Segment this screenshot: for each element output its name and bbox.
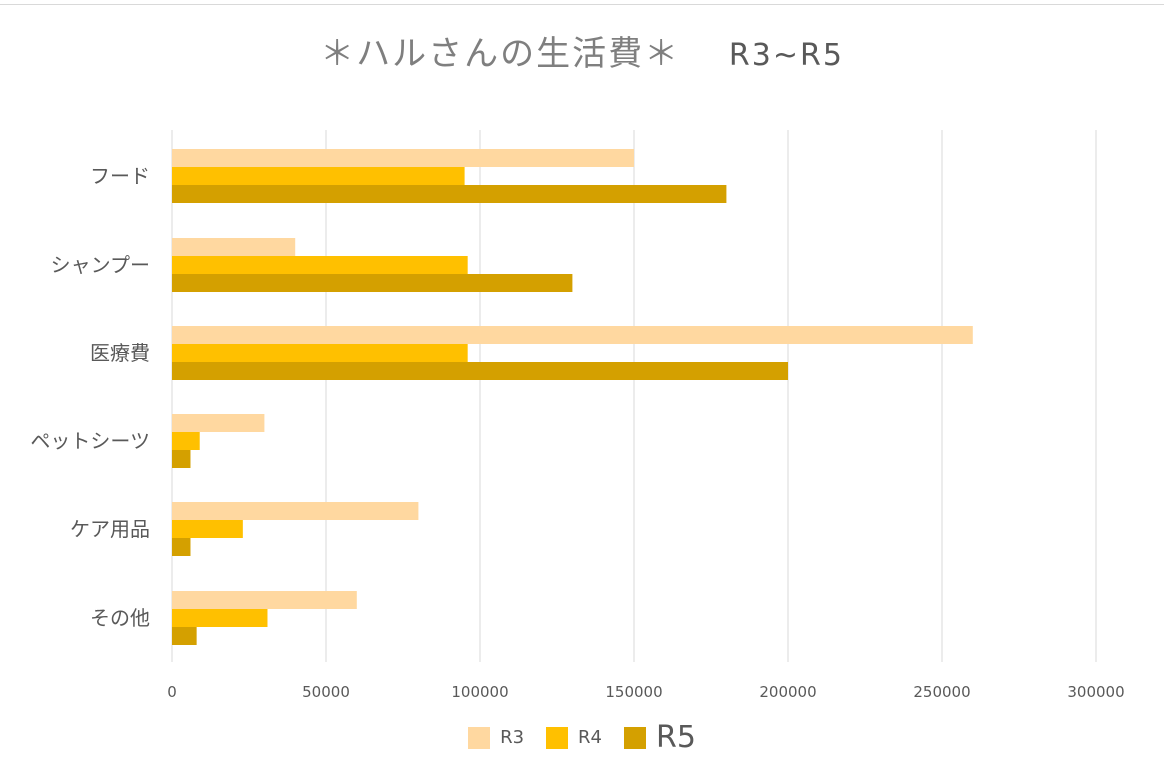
bar-r5-4 [172, 538, 191, 556]
legend-swatch-r4 [546, 726, 569, 749]
category-label-0: フード [90, 164, 150, 188]
bar-r4-1 [172, 256, 468, 274]
category-label-1: シャンプー [51, 253, 150, 277]
bar-r5-0 [172, 185, 727, 203]
category-label-2: 医療費 [90, 341, 150, 365]
bar-r4-3 [172, 432, 200, 450]
chart-title: ＊ハルさんの生活費＊ R3~R5 [0, 26, 1164, 75]
bar-r4-5 [172, 609, 268, 627]
legend-label-r4: R4 [578, 727, 602, 748]
bar-r3-1 [172, 238, 296, 256]
bar-r3-5 [172, 591, 357, 609]
chart-title-main: ＊ハルさんの生活費＊ [320, 34, 681, 74]
category-label-5: その他 [90, 606, 150, 630]
bar-r4-4 [172, 520, 243, 538]
legend-item-r5: R5 [624, 720, 696, 755]
bar-r3-0 [172, 149, 634, 167]
chart-title-sub: R3~R5 [728, 38, 844, 73]
bar-r5-5 [172, 627, 197, 645]
bar-r3-2 [172, 326, 973, 344]
bar-r5-1 [172, 274, 573, 292]
category-label-3: ペットシーツ [30, 429, 150, 453]
top-border [0, 4, 1164, 5]
x-tick-label-0: 0 [167, 683, 177, 701]
legend-item-r4: R4 [546, 726, 602, 749]
x-tick-label-200000: 200000 [759, 683, 816, 701]
x-tick-label-300000: 300000 [1067, 683, 1124, 701]
legend-swatch-r3 [468, 726, 491, 749]
bar-r3-4 [172, 502, 419, 520]
bar-r5-3 [172, 450, 191, 468]
category-label-4: ケア用品 [70, 517, 150, 541]
x-tick-label-150000: 150000 [605, 683, 662, 701]
bar-r5-2 [172, 362, 788, 380]
legend-label-r3: R3 [500, 727, 525, 748]
x-tick-label-50000: 50000 [302, 683, 350, 701]
x-tick-label-100000: 100000 [451, 683, 508, 701]
bar-r4-0 [172, 167, 465, 185]
x-tick-label-250000: 250000 [913, 683, 970, 701]
legend-item-r3: R3 [468, 726, 525, 749]
bar-r4-2 [172, 344, 468, 362]
legend: R3 R4 R5 [0, 720, 1164, 755]
legend-label-r5: R5 [656, 720, 696, 755]
legend-swatch-r5 [624, 726, 646, 749]
bar-r3-3 [172, 414, 265, 432]
